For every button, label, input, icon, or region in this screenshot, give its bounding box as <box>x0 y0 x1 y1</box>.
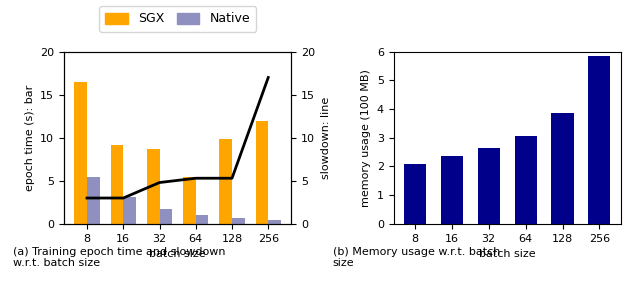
Bar <box>255 121 268 224</box>
Bar <box>404 164 426 224</box>
Bar <box>552 113 573 224</box>
Text: (b) Memory usage w.r.t. batch
size: (b) Memory usage w.r.t. batch size <box>333 247 500 268</box>
Bar <box>477 148 500 224</box>
Bar <box>159 209 172 224</box>
X-axis label: batch size: batch size <box>479 249 536 259</box>
Bar <box>124 197 136 224</box>
Bar <box>147 149 159 224</box>
Bar <box>588 56 611 224</box>
Bar <box>515 136 537 224</box>
Bar <box>111 145 124 224</box>
Text: (a) Training epoch time and slowdown
w.r.t. batch size: (a) Training epoch time and slowdown w.r… <box>13 247 225 268</box>
Legend: SGX, Native: SGX, Native <box>99 6 256 32</box>
Bar <box>232 218 244 224</box>
Y-axis label: memory usage (100 MB): memory usage (100 MB) <box>361 69 371 207</box>
Bar <box>220 139 232 224</box>
Bar <box>196 215 209 224</box>
Bar <box>87 177 100 224</box>
Y-axis label: epoch time (s): bar: epoch time (s): bar <box>24 85 35 191</box>
Bar <box>74 82 87 224</box>
X-axis label: batch size: batch size <box>149 249 206 259</box>
Y-axis label: slowdown: line: slowdown: line <box>321 97 331 179</box>
Bar <box>441 156 463 224</box>
Bar <box>268 220 281 224</box>
Bar <box>183 177 196 224</box>
